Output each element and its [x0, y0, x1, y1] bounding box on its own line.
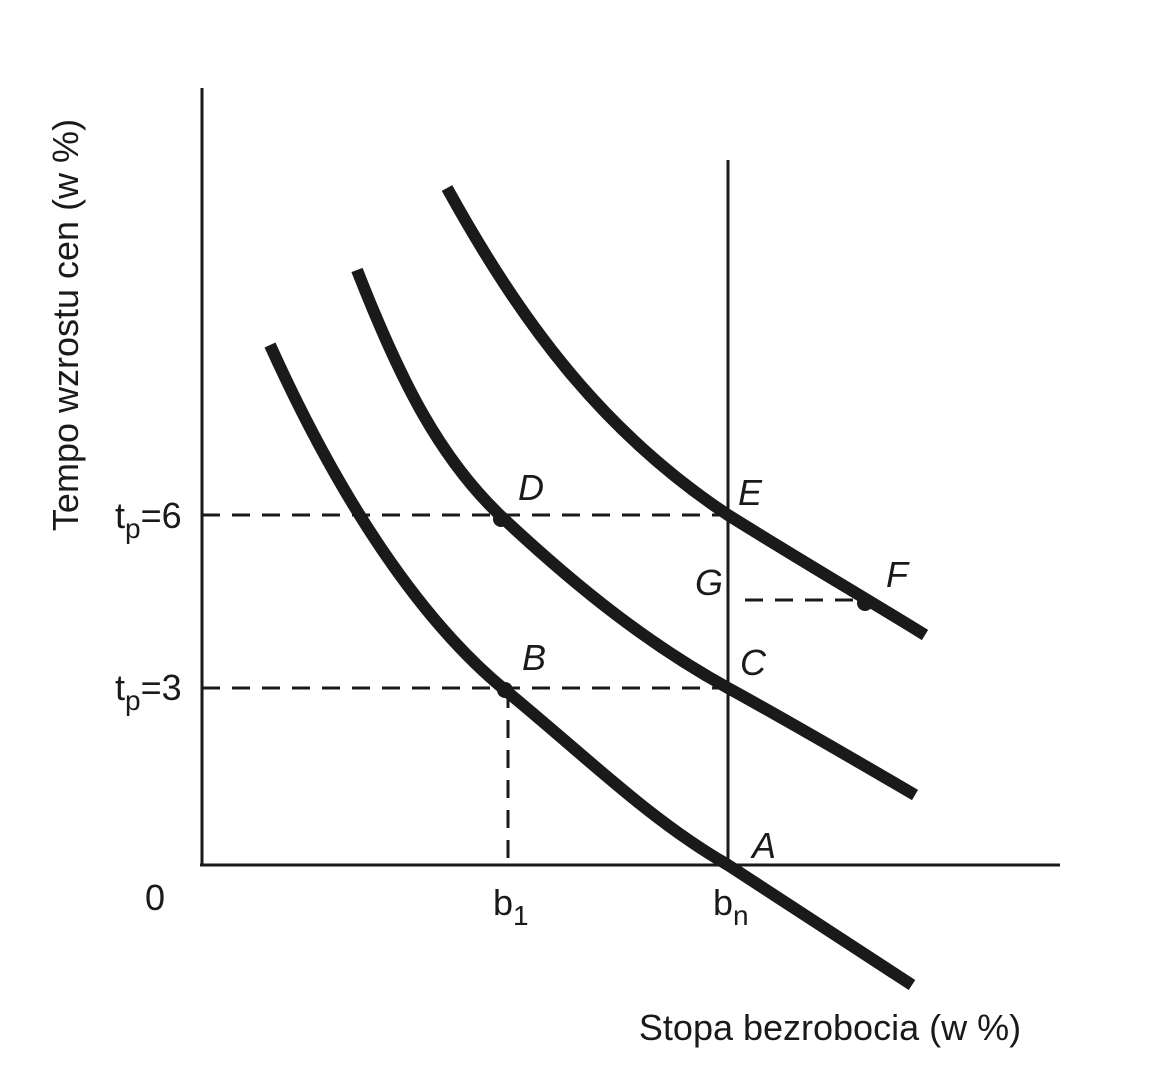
point-dot [493, 511, 509, 527]
x-mark-base: b [713, 882, 733, 923]
y-mark-sub: p [125, 513, 141, 544]
y-mark-rest: =6 [141, 495, 182, 536]
y-mark-rest: =3 [141, 667, 182, 708]
x-mark: b1 [493, 882, 529, 931]
x-mark-sub: 1 [513, 900, 529, 931]
phillips-curve [441, 185, 929, 641]
point-label: C [740, 642, 767, 683]
point-label: G [695, 562, 723, 603]
point-label: E [738, 472, 763, 513]
y-mark-base: t [115, 495, 125, 536]
x-mark-base: b [493, 882, 513, 923]
y-axis-label: Tempo wzrostu cen (w %) [45, 119, 86, 531]
point-dot [857, 595, 873, 611]
origin-label: 0 [145, 877, 165, 918]
phillips-curve [351, 267, 919, 801]
x-mark-sub: n [733, 900, 749, 931]
y-mark: tp=3 [115, 667, 182, 716]
point-dot [497, 682, 513, 698]
phillips-curve [264, 342, 916, 991]
y-mark: tp=6 [115, 495, 182, 544]
y-mark-base: t [115, 667, 125, 708]
point-label: A [750, 825, 776, 866]
point-label: F [886, 554, 910, 595]
point-label: B [522, 637, 546, 678]
x-mark: bn [713, 882, 749, 931]
point-label: D [518, 467, 544, 508]
y-mark-sub: p [125, 685, 141, 716]
x-axis-label: Stopa bezrobocia (w %) [639, 1007, 1021, 1048]
